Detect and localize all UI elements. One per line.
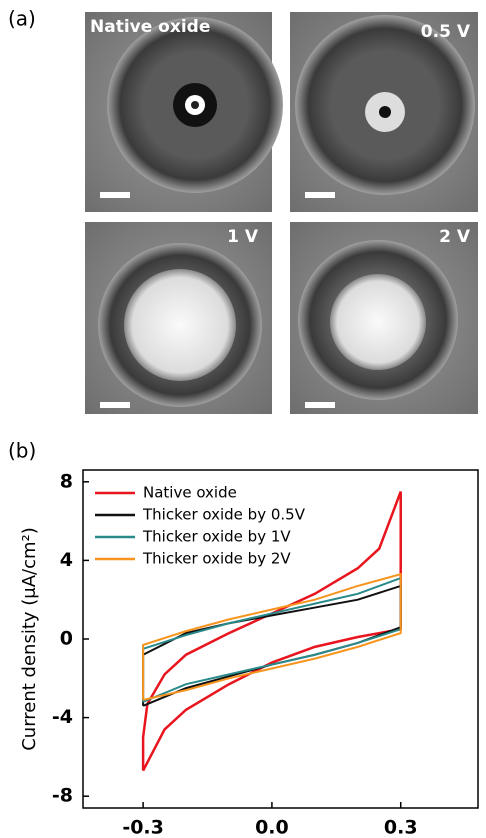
y-tick-label: 8: [60, 470, 73, 492]
y-tick-label: -4: [52, 706, 73, 728]
image-label: 1 V: [227, 227, 259, 247]
legend-label: Thicker oxide by 1V: [142, 528, 291, 546]
data-line: [143, 578, 401, 702]
x-tick-label: 0.3: [384, 817, 418, 838]
photo: Native oxide: [85, 12, 283, 212]
legend-label: Thicker oxide by 2V: [142, 550, 291, 568]
image-label: 0.5 V: [421, 22, 471, 42]
y-tick-label: 0: [60, 628, 73, 650]
x-tick-label: 0.0: [255, 817, 289, 838]
y-tick-label: -8: [52, 785, 73, 807]
figure: (a) Native oxide 0.5 V 1 V 2 V (b) -8 -4 0…: [0, 0, 486, 838]
legend-label: Native oxide: [143, 484, 237, 502]
x-tick-label: -0.3: [122, 817, 164, 838]
panel-label: (b): [8, 439, 36, 463]
legend-label: Thicker oxide by 0.5V: [142, 506, 306, 524]
photo: 1 V: [85, 222, 272, 414]
photo: 2 V: [290, 222, 478, 414]
image-label: Native oxide: [90, 17, 210, 37]
y-axis-title: Current density (μA/cm²): [19, 527, 40, 751]
y-tick-label: 4: [60, 549, 73, 571]
panel-label: (a): [8, 7, 36, 31]
photo: 0.5 V: [290, 12, 478, 212]
image-label: 2 V: [439, 227, 471, 247]
